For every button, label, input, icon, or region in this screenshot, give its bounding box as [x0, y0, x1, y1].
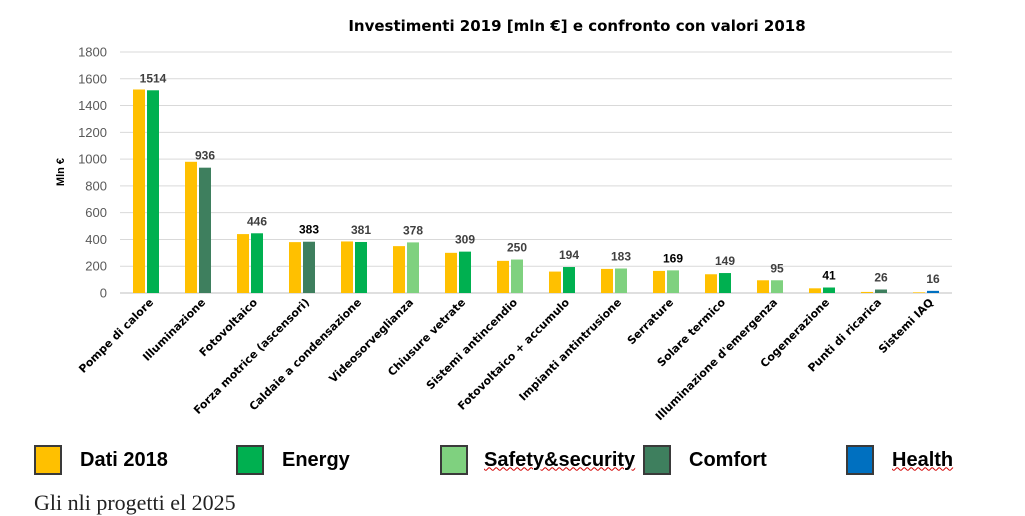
bar-2019 — [719, 273, 731, 293]
bar-2019 — [615, 268, 627, 293]
y-tick-label: 1000 — [78, 152, 107, 167]
bar-2019 — [927, 290, 939, 293]
data-label: 41 — [822, 269, 836, 283]
legend-item-comfort[interactable]: Comfort — [643, 444, 767, 476]
y-tick-label: 400 — [85, 232, 107, 247]
bar-2018 — [757, 280, 769, 293]
bar-2018 — [185, 161, 197, 293]
y-tick-label: 1600 — [78, 71, 107, 86]
legend-label-comfort: Comfort — [689, 448, 767, 471]
data-label: 381 — [351, 223, 371, 237]
x-tick-label: Videosorveglianza — [327, 296, 417, 386]
bar-2019 — [303, 241, 315, 293]
bar-2018 — [497, 260, 509, 293]
bar-2019 — [459, 251, 471, 293]
legend-item-health[interactable]: Health — [846, 444, 953, 476]
chart-legend: Dati 2018 Energy Safety&security Comfort… — [0, 438, 1025, 484]
bar-2018 — [653, 270, 665, 293]
bar-2019 — [511, 259, 523, 293]
data-label: 149 — [715, 254, 735, 268]
y-tick-label: 1800 — [78, 45, 107, 60]
data-label: 26 — [874, 271, 888, 285]
bar-2018 — [341, 241, 353, 293]
x-tick-label: Sistemi IAQ — [876, 296, 936, 356]
legend-label-dati-2018: Dati 2018 — [80, 448, 168, 471]
bar-2019 — [251, 233, 263, 293]
legend-label-health: Health — [892, 448, 954, 471]
legend-item-safety-security[interactable]: Safety&security — [440, 444, 635, 476]
legend-label-safety-security: Safety&security — [484, 448, 636, 471]
y-tick-label: 200 — [85, 259, 107, 274]
legend-label-energy: Energy — [282, 448, 350, 471]
data-label: 936 — [195, 149, 215, 163]
data-label: 1514 — [140, 71, 167, 85]
bar-2018 — [445, 252, 457, 293]
y-tick-label: 800 — [85, 178, 107, 193]
data-label: 446 — [247, 214, 267, 228]
bar-2019 — [563, 267, 575, 293]
x-tick-label: Pompe di calore — [76, 296, 156, 376]
bar-chart: Investimenti 2019 [mln €] e confronto co… — [55, 17, 952, 423]
bar-2019 — [147, 90, 159, 293]
data-label: 378 — [403, 223, 423, 237]
data-label: 169 — [663, 251, 683, 265]
x-tick-label: Sistemi antincendio — [424, 296, 521, 393]
x-tick-label: Caldaie a condensazione — [247, 296, 364, 413]
bar-2019 — [875, 289, 887, 293]
bar-2018 — [705, 274, 717, 293]
x-tick-label: Fotovoltaico + accumulo — [455, 296, 572, 413]
bar-2018 — [393, 246, 405, 293]
bar-2018 — [601, 268, 613, 293]
bar-2019 — [823, 287, 835, 293]
bar-2019 — [355, 241, 367, 293]
data-label: 95 — [770, 261, 784, 275]
bar-2018 — [809, 288, 821, 293]
legend-swatch-comfort — [643, 445, 671, 475]
data-label: 16 — [926, 272, 940, 286]
data-label: 183 — [611, 249, 631, 263]
bar-2018 — [913, 292, 925, 293]
bar-2019 — [771, 280, 783, 293]
bar-2019 — [199, 167, 211, 293]
bar-2018 — [133, 89, 145, 293]
bar-2019 — [407, 242, 419, 293]
bar-2018 — [549, 271, 561, 293]
legend-swatch-energy — [236, 445, 264, 475]
bar-2018 — [237, 234, 249, 293]
legend-swatch-health — [846, 445, 874, 475]
legend-item-energy[interactable]: Energy — [236, 444, 350, 476]
bar-2018 — [289, 242, 301, 293]
data-label: 383 — [299, 223, 319, 237]
x-tick-label: Impianti antintrusione — [517, 296, 625, 404]
y-axis-label: Mln € — [55, 158, 67, 186]
data-label: 309 — [455, 233, 475, 247]
y-tick-label: 1200 — [78, 125, 107, 140]
x-tick-label: Serrature — [625, 296, 676, 347]
data-label: 194 — [559, 248, 579, 262]
y-tick-label: 600 — [85, 205, 107, 220]
y-tick-label: 1400 — [78, 98, 107, 113]
chart-title: Investimenti 2019 [mln €] e confronto co… — [348, 17, 805, 35]
bar-2019 — [667, 270, 679, 293]
bar-2018 — [861, 291, 873, 293]
legend-swatch-safety-security — [440, 445, 468, 475]
legend-item-dati-2018[interactable]: Dati 2018 — [34, 444, 168, 476]
legend-swatch-dati-2018 — [34, 445, 62, 475]
data-label: 250 — [507, 241, 527, 255]
bottom-text: Gli nli progetti el 2025 — [34, 490, 236, 515]
y-tick-label: 0 — [100, 286, 107, 301]
